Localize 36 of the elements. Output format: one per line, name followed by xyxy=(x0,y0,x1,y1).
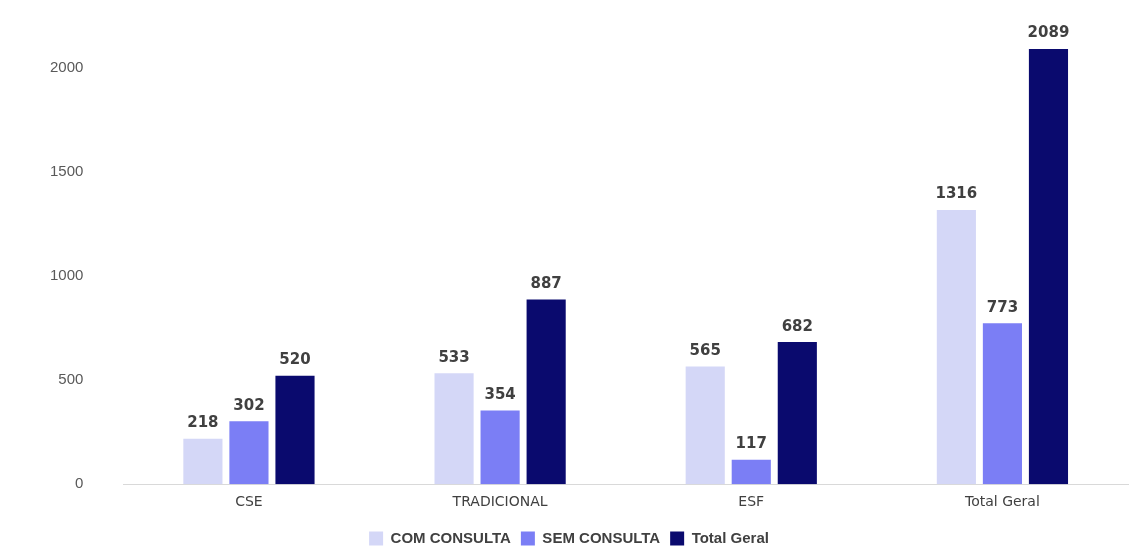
data-label: 682 xyxy=(781,316,813,335)
data-label: 218 xyxy=(187,413,219,432)
y-tick-label: 1000 xyxy=(49,266,84,284)
data-label: 887 xyxy=(530,273,562,292)
x-tick-label: ESF xyxy=(738,493,765,510)
bar xyxy=(982,323,1022,485)
legend-label: SEM CONSULTA xyxy=(542,528,661,546)
data-label: 302 xyxy=(233,395,265,414)
bar xyxy=(434,373,474,485)
legend-label: Total Geral xyxy=(691,528,769,546)
y-tick-label: 2000 xyxy=(49,57,84,75)
data-label: 354 xyxy=(484,384,516,403)
data-label: 520 xyxy=(279,350,311,369)
data-label: 117 xyxy=(735,434,767,453)
bar xyxy=(936,210,976,485)
y-tick-label: 1500 xyxy=(49,161,84,179)
bar xyxy=(685,366,725,485)
bar xyxy=(480,410,520,485)
x-tick-label: Total Geral xyxy=(964,493,1040,510)
data-label: 2089 xyxy=(1027,23,1070,42)
data-label: 565 xyxy=(689,340,721,359)
bar xyxy=(275,375,315,485)
data-label: 773 xyxy=(986,297,1019,316)
x-tick-label: TRADICIONAL xyxy=(451,493,548,510)
y-tick-label: 0 xyxy=(75,474,84,492)
bar xyxy=(183,438,223,485)
data-label: 533 xyxy=(438,347,470,366)
bar xyxy=(777,342,817,485)
data-label: 1316 xyxy=(935,184,978,203)
y-tick-label: 500 xyxy=(58,370,84,388)
bar xyxy=(731,459,771,485)
bar xyxy=(229,421,269,485)
legend-label: COM CONSULTA xyxy=(390,528,512,546)
bar xyxy=(526,299,566,485)
x-tick-label: CSE xyxy=(235,493,263,510)
bar xyxy=(1028,49,1069,485)
